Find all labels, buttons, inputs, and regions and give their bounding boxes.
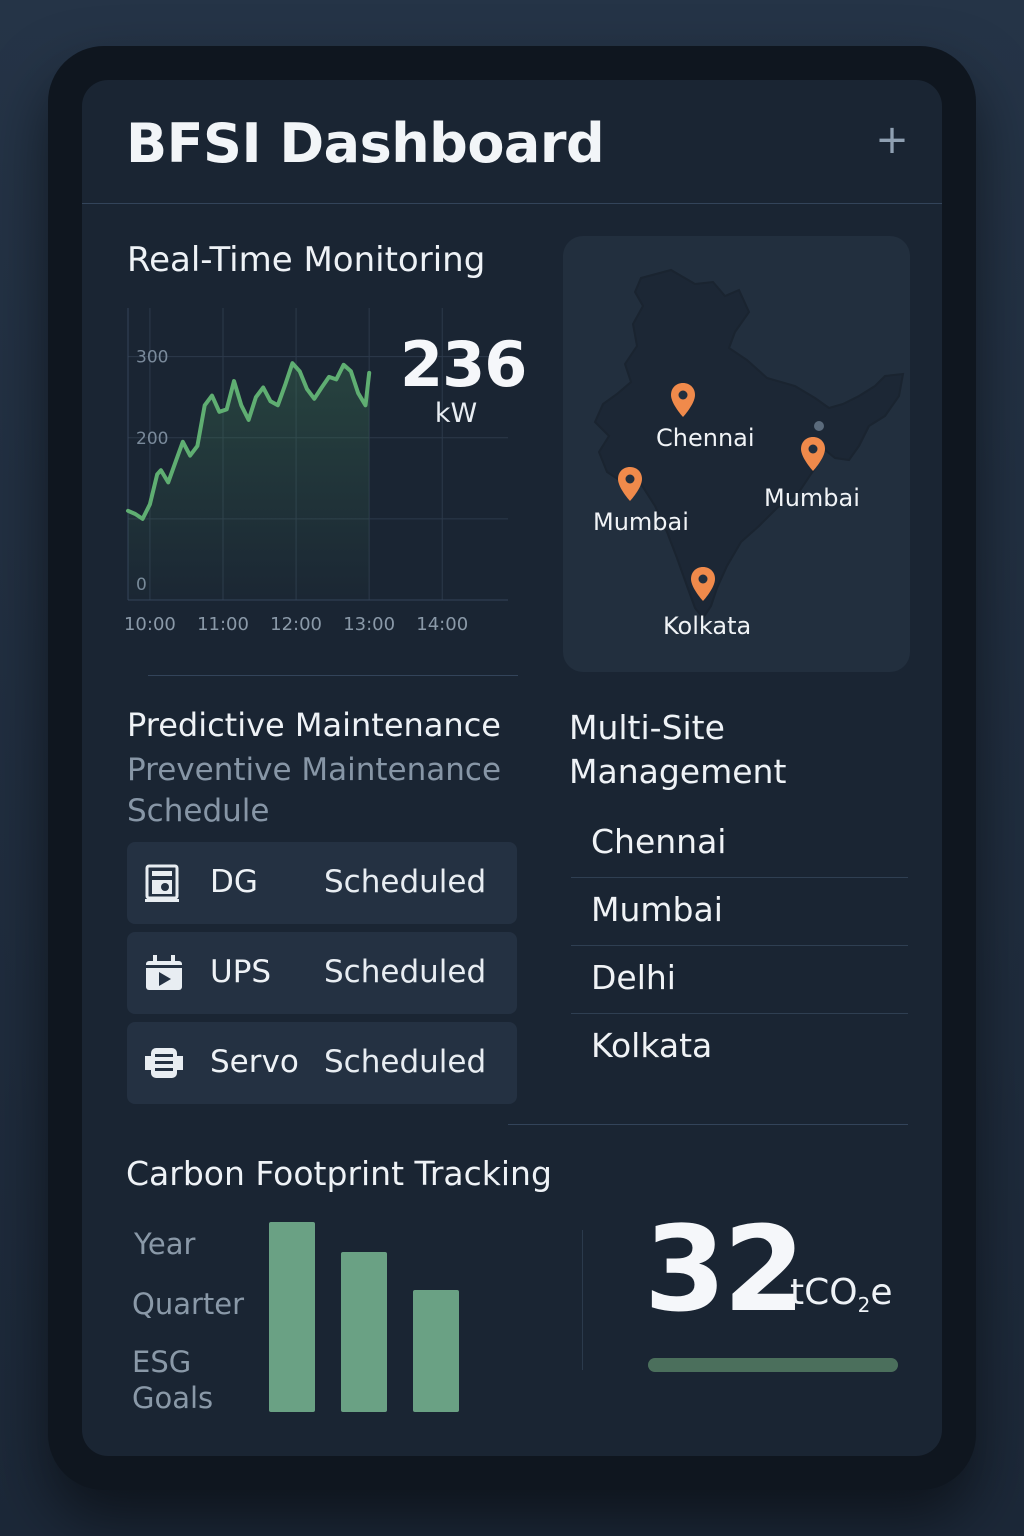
site-map[interactable]: Chennai Mumbai Mumbai Kolkata [563, 236, 910, 672]
x-tick-label: 13:00 [343, 614, 395, 635]
site-item-chennai[interactable]: Chennai [571, 810, 908, 878]
period-esg-goals[interactable]: ESG Goals [132, 1344, 213, 1416]
x-tick-label: 10:00 [124, 614, 176, 635]
maintenance-subtitle: Preventive Maintenance Schedule [127, 750, 501, 832]
carbon-bar [341, 1252, 387, 1412]
esg-progress-bar [648, 1358, 898, 1372]
esg-progress-fill [648, 1358, 898, 1372]
task-name: DG [210, 864, 258, 900]
header: BFSI Dashboard + [82, 80, 942, 204]
maintenance-title: Predictive Maintenance [127, 706, 501, 744]
task-row-servo[interactable]: Servo Scheduled [127, 1022, 517, 1104]
carbon-value: 32 [644, 1200, 805, 1338]
site-item-kolkata[interactable]: Kolkata [571, 1014, 908, 1082]
carbon-unit-tail: e [870, 1272, 893, 1313]
ups-icon [146, 955, 182, 990]
page-title: BFSI Dashboard [126, 112, 605, 175]
map-pin-icon[interactable] [670, 382, 696, 418]
x-tick-label: 12:00 [270, 614, 322, 635]
map-label-chennai: Chennai [656, 424, 755, 452]
tablet-frame: BFSI Dashboard + Real-Time Monitoring 02… [48, 46, 976, 1490]
task-name: Servo [210, 1044, 299, 1080]
map-label-mumbai-east: Mumbai [764, 484, 860, 512]
map-pin-icon[interactable] [690, 566, 716, 602]
plus-icon[interactable]: + [875, 117, 909, 163]
carbon-bar [413, 1290, 459, 1412]
site-name: Chennai [591, 822, 727, 861]
maintenance-subtitle-line2: Schedule [127, 793, 270, 829]
realtime-title: Real-Time Monitoring [127, 240, 486, 280]
power-unit: kW [434, 398, 478, 429]
y-tick-label: 300 [136, 348, 168, 368]
task-name: UPS [210, 954, 272, 990]
generator-icon [145, 864, 179, 902]
task-row-ups[interactable]: UPS Scheduled [127, 932, 517, 1014]
carbon-unit-sub: 2 [857, 1293, 871, 1318]
site-name: Delhi [591, 958, 676, 997]
section-divider [508, 1124, 908, 1125]
dashboard-screen: BFSI Dashboard + Real-Time Monitoring 02… [82, 80, 942, 1456]
period-goals-label: Goals [132, 1381, 214, 1415]
x-tick-label: 14:00 [416, 614, 468, 635]
site-item-mumbai[interactable]: Mumbai [571, 878, 908, 946]
task-row-dg[interactable]: DG Scheduled [127, 842, 517, 924]
carbon-unit-main: tCO [790, 1272, 858, 1313]
sites-title-line2: Management [569, 752, 787, 791]
task-status: Scheduled [324, 954, 487, 990]
site-name: Kolkata [591, 1026, 713, 1065]
series-area [128, 363, 370, 600]
map-label-kolkata: Kolkata [663, 612, 752, 640]
sites-title: Multi-Site Management [569, 706, 786, 794]
sites-title-line1: Multi-Site [569, 708, 725, 747]
servo-icon [145, 1048, 183, 1078]
period-esg-label: ESG [132, 1345, 192, 1379]
maintenance-subtitle-line1: Preventive Maintenance [127, 752, 502, 788]
map-pin-icon[interactable] [617, 466, 643, 502]
carbon-divider [582, 1230, 583, 1370]
carbon-title: Carbon Footprint Tracking [126, 1154, 552, 1193]
carbon-bar [269, 1222, 315, 1412]
india-map-shape [593, 268, 905, 620]
y-tick-label: 200 [136, 429, 168, 449]
task-status: Scheduled [324, 864, 487, 900]
map-label-mumbai-west: Mumbai [593, 508, 689, 536]
section-divider [148, 675, 518, 676]
power-value: 236 [400, 328, 527, 401]
period-year[interactable]: Year [134, 1227, 196, 1261]
carbon-unit: tCO2e [790, 1272, 892, 1317]
series-line [126, 361, 372, 521]
task-status: Scheduled [324, 1044, 487, 1080]
site-item-delhi[interactable]: Delhi [571, 946, 908, 1014]
map-pin-icon[interactable] [800, 436, 826, 472]
x-tick-label: 11:00 [197, 614, 249, 635]
period-quarter[interactable]: Quarter [132, 1287, 245, 1321]
site-name: Mumbai [591, 890, 723, 929]
